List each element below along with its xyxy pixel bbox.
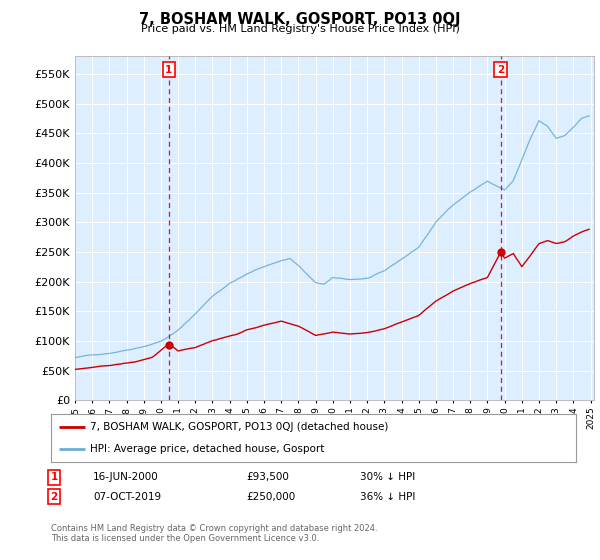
Text: 1: 1: [165, 64, 172, 74]
Text: £93,500: £93,500: [246, 472, 289, 482]
Text: This data is licensed under the Open Government Licence v3.0.: This data is licensed under the Open Gov…: [51, 534, 319, 543]
Text: 2: 2: [50, 492, 58, 502]
Text: 16-JUN-2000: 16-JUN-2000: [93, 472, 159, 482]
Text: £250,000: £250,000: [246, 492, 295, 502]
Text: HPI: Average price, detached house, Gosport: HPI: Average price, detached house, Gosp…: [91, 444, 325, 454]
Text: 7, BOSHAM WALK, GOSPORT, PO13 0QJ (detached house): 7, BOSHAM WALK, GOSPORT, PO13 0QJ (detac…: [91, 422, 389, 432]
Text: Price paid vs. HM Land Registry's House Price Index (HPI): Price paid vs. HM Land Registry's House …: [140, 24, 460, 34]
Text: 1: 1: [50, 472, 58, 482]
Text: 7, BOSHAM WALK, GOSPORT, PO13 0QJ: 7, BOSHAM WALK, GOSPORT, PO13 0QJ: [139, 12, 461, 27]
Text: 2: 2: [497, 64, 505, 74]
Text: 07-OCT-2019: 07-OCT-2019: [93, 492, 161, 502]
Text: Contains HM Land Registry data © Crown copyright and database right 2024.: Contains HM Land Registry data © Crown c…: [51, 524, 377, 533]
Text: 36% ↓ HPI: 36% ↓ HPI: [360, 492, 415, 502]
Text: 30% ↓ HPI: 30% ↓ HPI: [360, 472, 415, 482]
